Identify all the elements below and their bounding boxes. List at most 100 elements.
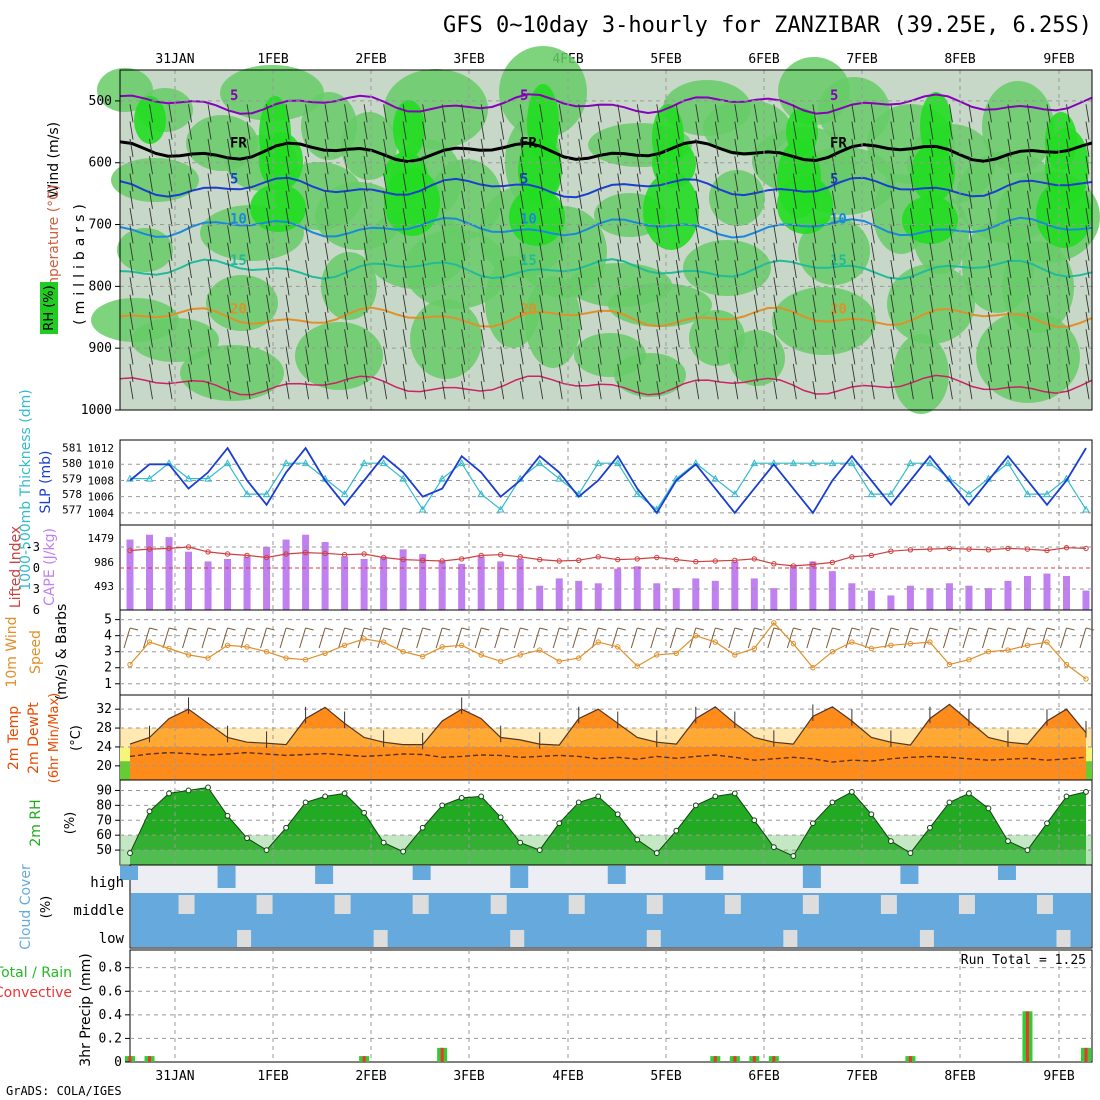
wind10-point [458,642,465,648]
wind-barb [988,311,992,331]
wind-barb [909,121,914,140]
top-date-7: 7FEB [846,52,877,67]
wind10-point [439,644,445,650]
wind10-point [712,639,719,645]
rh-legend-swatch [40,282,58,334]
wind-barb [324,277,329,296]
contour-6 [119,374,1093,396]
wind-barb [1046,173,1051,192]
wind-barb [500,381,505,400]
precip-unit: 3hr Precip (mm) [78,953,94,1066]
cape-bar [321,542,329,610]
rh-core [920,92,952,160]
wind-barb [929,381,934,400]
cloud-mid-gap [646,895,663,914]
wind-barb [383,156,388,175]
wind-barb [558,381,563,400]
wind-barb [948,259,953,279]
wind-barb [968,190,973,209]
wind-barb [948,294,953,313]
wind-barb [812,294,817,313]
rh-blob [608,283,712,327]
wind-barb [558,138,563,157]
wind-barb [636,121,641,140]
cape-panel: -3 0 3 6 1479 986 493 Lifted Index CAPE (J/kg) [8,524,1093,617]
wind-barb [909,242,914,261]
wind-barb [188,225,192,244]
precip-bars [125,1011,1091,1062]
wind-barb [363,363,368,382]
wind-barb [266,208,271,227]
wind-barb [441,346,446,365]
wind-barb [734,242,739,261]
wind-barb [324,311,329,331]
wind-barb [129,173,134,192]
wind-barb [129,121,134,140]
wind-barb [929,363,934,382]
wind-barb [773,121,778,140]
wind-barb [266,104,271,123]
wind-barb [929,294,934,313]
wind-barb [324,156,329,175]
wind-barb [266,156,271,175]
wind-barb [285,225,290,244]
wind-barb [597,173,602,192]
wind-barb [383,381,388,400]
wind-barb [129,156,134,175]
cloud-mid-gap [1036,895,1053,914]
wind-barb [168,121,173,140]
wind-barb [792,104,797,123]
wind-barb [870,311,875,331]
wind-barb [441,242,446,261]
wind-barb [1066,208,1070,227]
wind10-barb-flag [266,627,275,631]
wind-barb [558,242,563,261]
wind-barb [929,121,934,140]
cape-bar [341,556,349,610]
li-point [907,547,914,553]
wind-barb [539,225,544,244]
wind10-barb-flag [324,627,334,631]
chart-title: GFS 0~10day 3-hourly for ZANZIBAR (39.25… [443,13,1092,38]
wind-barb [968,242,973,261]
wind-barb [266,277,271,296]
cloud-mid-gap [958,895,975,914]
wind-barb [753,190,758,209]
li-point [595,554,601,560]
wind-barb [695,104,700,123]
wind-barb [266,381,271,400]
wind-barb [948,225,953,244]
wind-barb [344,104,349,123]
wind-barb [285,173,290,192]
precip-conv-bar [128,1056,132,1062]
wind-barb [578,225,583,244]
wind-barb [558,225,563,244]
bottom-date-1: 1FEB [257,1069,288,1084]
precip-conv-bar [733,1056,737,1062]
bottom-date-0: 31JAN [155,1069,194,1084]
wind-barb [597,156,602,175]
wind-barb [461,121,466,140]
wind-barb [149,381,153,400]
wind-barb [792,225,797,244]
precip-conv-bar [908,1056,912,1062]
wind-barb [753,259,758,279]
wind-barb [305,208,310,227]
wind-barb [324,138,329,157]
wind-barb [617,294,622,313]
wind-barb [792,311,797,331]
wind-barb [402,242,407,261]
wind-barb [1007,311,1012,331]
wind-barb [948,363,953,382]
wind-barb [578,381,583,400]
li-point [146,546,153,552]
wind-barb [988,346,992,365]
precip-conv-bar [772,1056,776,1062]
wind-barb [539,259,544,279]
ptick-1000: 1000 [81,403,112,418]
thickness-point [379,459,388,467]
wind10-barb [708,627,716,649]
wind-barb [285,381,290,400]
wind10-barb [825,627,833,649]
wind-barb [890,156,895,175]
